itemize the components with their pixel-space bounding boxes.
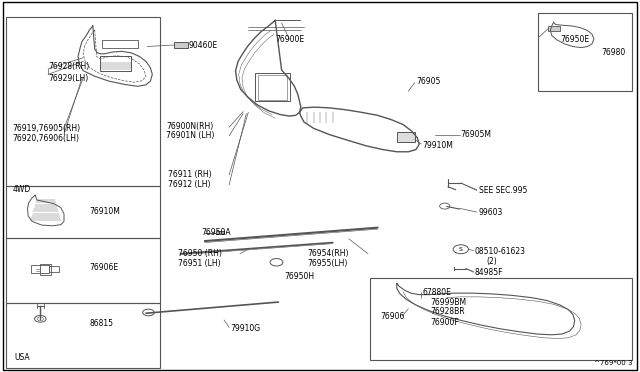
Bar bbox=[174, 42, 188, 48]
Text: 08510-61623: 08510-61623 bbox=[475, 247, 526, 256]
Text: SEE SEC.995: SEE SEC.995 bbox=[479, 186, 527, 195]
Text: USA: USA bbox=[14, 353, 29, 362]
Text: 86815: 86815 bbox=[90, 319, 114, 328]
Bar bbox=[31, 265, 49, 273]
Text: 76919,76905(RH): 76919,76905(RH) bbox=[13, 124, 81, 133]
Text: ^769*00 3: ^769*00 3 bbox=[594, 360, 632, 366]
Text: (2): (2) bbox=[486, 257, 497, 266]
Text: 76900N(RH): 76900N(RH) bbox=[166, 122, 214, 131]
Text: 67880E: 67880E bbox=[422, 288, 451, 296]
Bar bbox=[6, 17, 160, 186]
Text: 76900F: 76900F bbox=[430, 318, 459, 327]
Bar bbox=[397, 132, 415, 142]
Text: 84985F: 84985F bbox=[475, 268, 504, 277]
Text: 76999BM: 76999BM bbox=[430, 298, 466, 307]
Text: 76906: 76906 bbox=[381, 312, 405, 321]
Bar bbox=[216, 231, 224, 234]
Bar bbox=[100, 56, 131, 71]
Text: 76980: 76980 bbox=[602, 48, 626, 57]
Text: 76929(LH): 76929(LH) bbox=[48, 74, 88, 83]
Text: 76954(RH): 76954(RH) bbox=[307, 249, 349, 258]
Text: 76951 (LH): 76951 (LH) bbox=[178, 259, 221, 267]
Bar bbox=[258, 75, 287, 100]
Bar bbox=[255, 73, 290, 101]
Bar bbox=[548, 26, 560, 31]
Text: 76900E: 76900E bbox=[275, 35, 305, 44]
Bar bbox=[370, 278, 632, 360]
Text: S: S bbox=[459, 247, 463, 252]
Text: 76910M: 76910M bbox=[90, 207, 120, 216]
Bar bbox=[40, 264, 51, 275]
Bar bbox=[6, 186, 160, 238]
Text: 90460E: 90460E bbox=[189, 41, 218, 50]
Bar bbox=[6, 303, 160, 368]
Bar bbox=[6, 238, 160, 303]
Text: 76950E: 76950E bbox=[560, 35, 589, 44]
Text: 76950A: 76950A bbox=[202, 228, 231, 237]
Text: 99603: 99603 bbox=[479, 208, 503, 217]
Text: 76920,76906(LH): 76920,76906(LH) bbox=[13, 134, 80, 143]
Bar bbox=[49, 266, 59, 272]
Bar bbox=[538, 13, 632, 91]
Text: 76901N (LH): 76901N (LH) bbox=[166, 131, 215, 140]
Text: 76905: 76905 bbox=[416, 77, 440, 86]
Text: 79910G: 79910G bbox=[230, 324, 260, 333]
Text: 76950 (RH): 76950 (RH) bbox=[178, 249, 222, 258]
Text: 79910M: 79910M bbox=[422, 141, 453, 150]
Text: 76928(RH): 76928(RH) bbox=[48, 62, 89, 71]
Text: 76911 (RH): 76911 (RH) bbox=[168, 170, 212, 179]
Bar bbox=[102, 40, 138, 48]
Text: 76912 (LH): 76912 (LH) bbox=[168, 180, 211, 189]
Text: 76905M: 76905M bbox=[461, 130, 492, 139]
Text: 76950H: 76950H bbox=[285, 272, 315, 280]
Text: 76955(LH): 76955(LH) bbox=[307, 259, 348, 267]
Text: 4WD: 4WD bbox=[13, 185, 31, 194]
Text: 76928BR: 76928BR bbox=[430, 307, 465, 316]
Text: 76906E: 76906E bbox=[90, 263, 119, 272]
